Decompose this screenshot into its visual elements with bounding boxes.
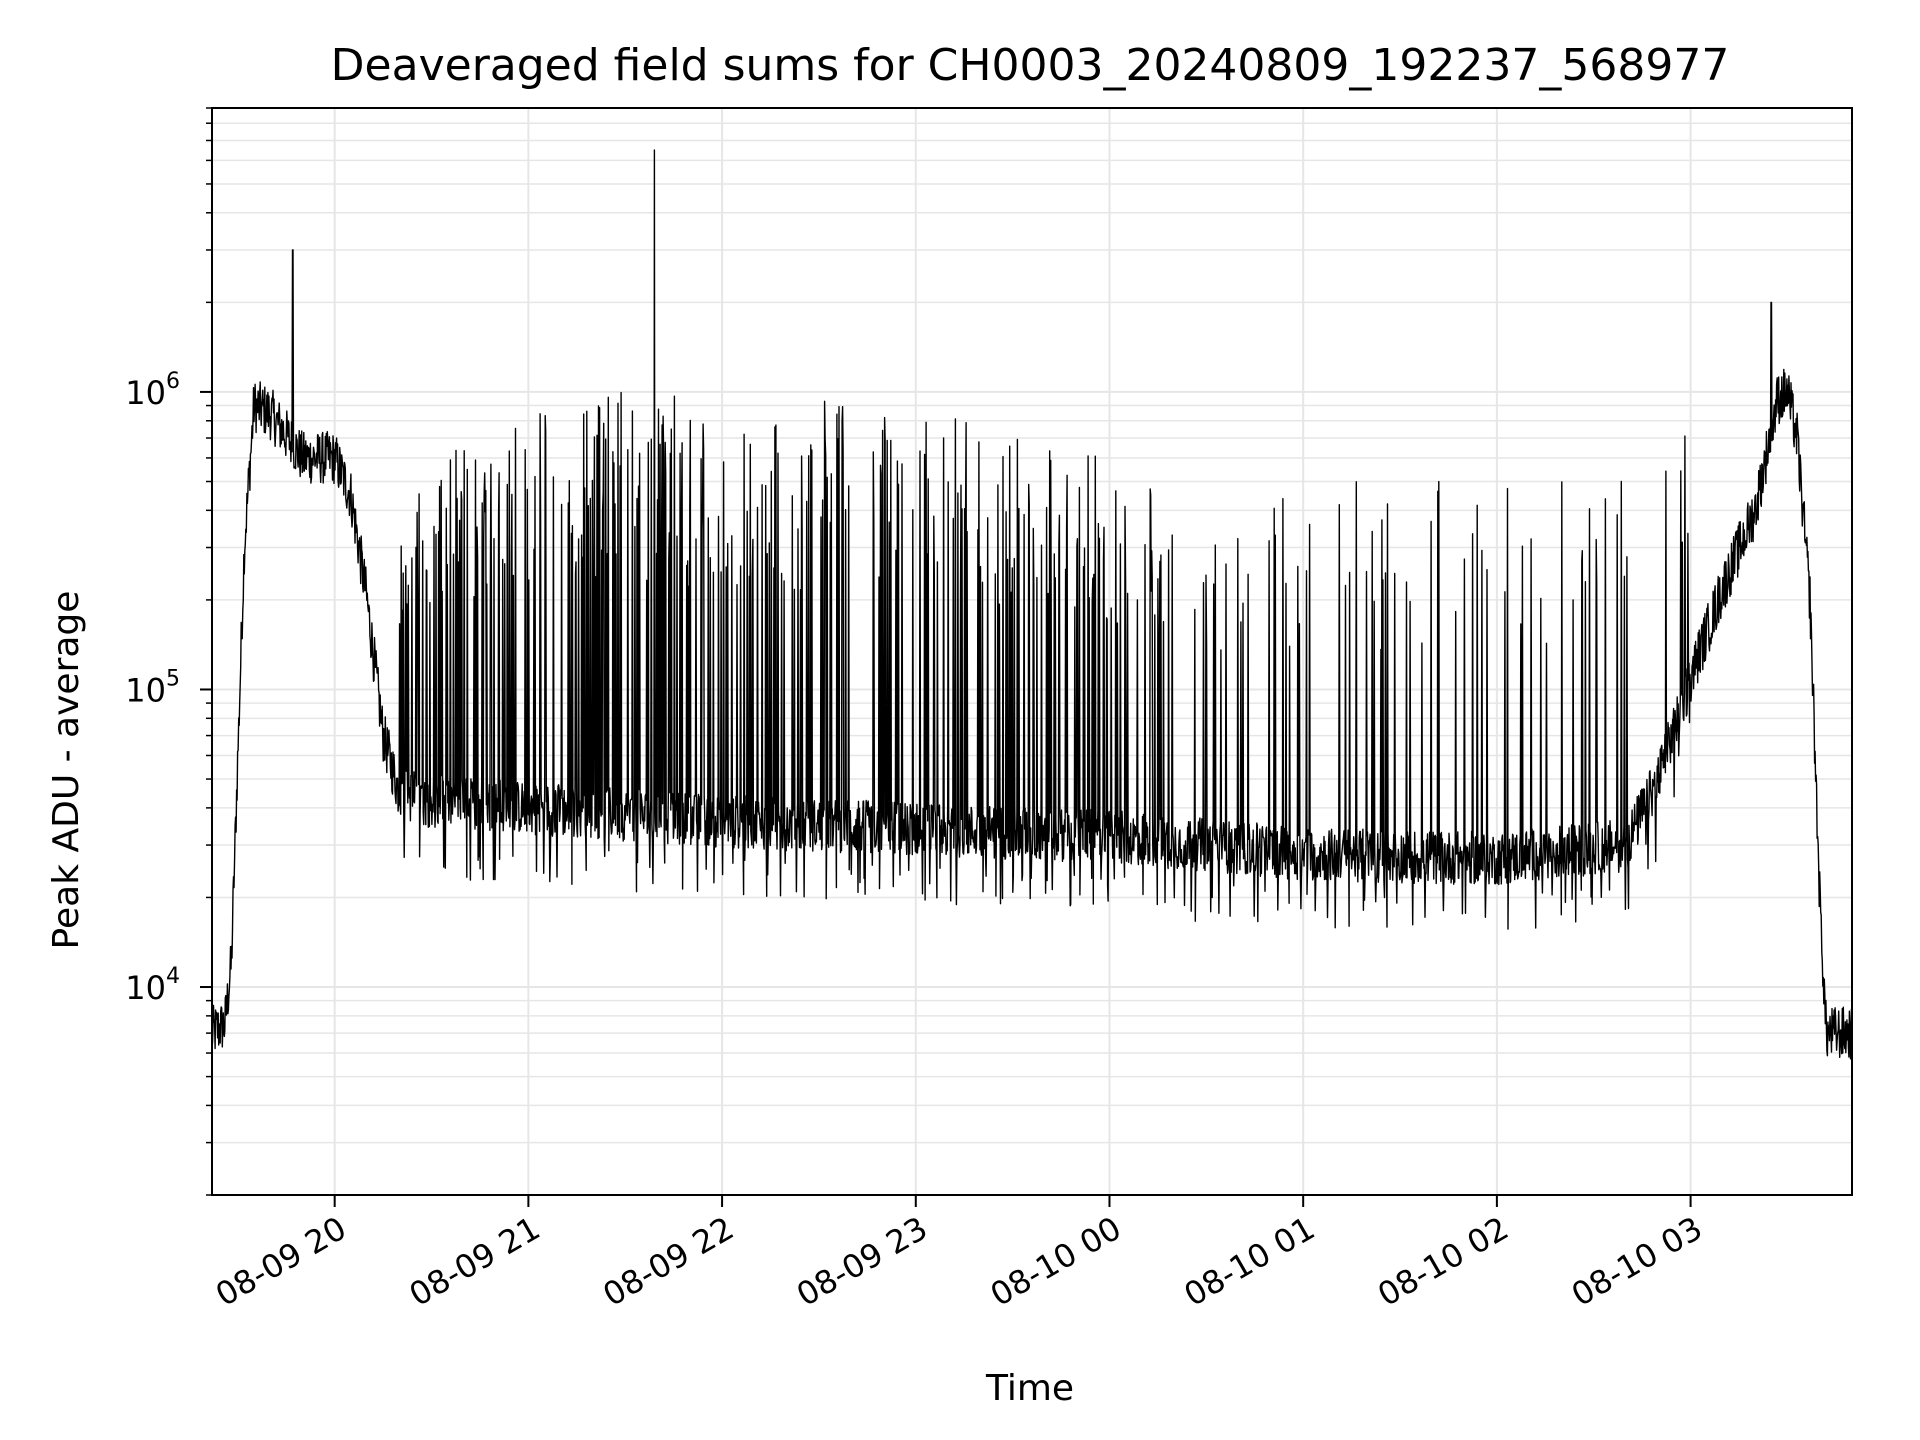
y-tick-label: 105 — [125, 666, 180, 709]
y-axis: 104 105 106 — [125, 107, 212, 1196]
x-tick-label: 08-09 21 — [403, 1209, 547, 1314]
y-axis-label: Peak ADU - average — [46, 591, 87, 950]
plot-frame — [211, 107, 1853, 1196]
x-tick-label: 08-10 03 — [1565, 1209, 1709, 1314]
x-tick-label: 08-09 22 — [596, 1209, 740, 1314]
y-tick-label: 104 — [125, 964, 180, 1007]
x-tick-label: 08-09 20 — [209, 1209, 353, 1314]
x-axis-label: Time — [985, 1368, 1074, 1409]
series-group — [211, 149, 1853, 1060]
x-tick-label: 08-10 02 — [1371, 1209, 1515, 1314]
series-line — [211, 149, 1853, 1060]
chart-title: Deaveraged field sums for CH0003_2024080… — [331, 40, 1730, 91]
x-tick-label: 08-09 23 — [790, 1209, 934, 1314]
x-tick-label: 08-10 01 — [1178, 1209, 1322, 1314]
grid-lines — [212, 107, 1852, 1196]
y-tick-label: 106 — [125, 369, 180, 412]
x-axis: 08-09 20 08-09 21 08-09 22 08-09 23 08-10 00… — [209, 1195, 1709, 1314]
x-tick-label: 08-10 00 — [984, 1209, 1128, 1314]
